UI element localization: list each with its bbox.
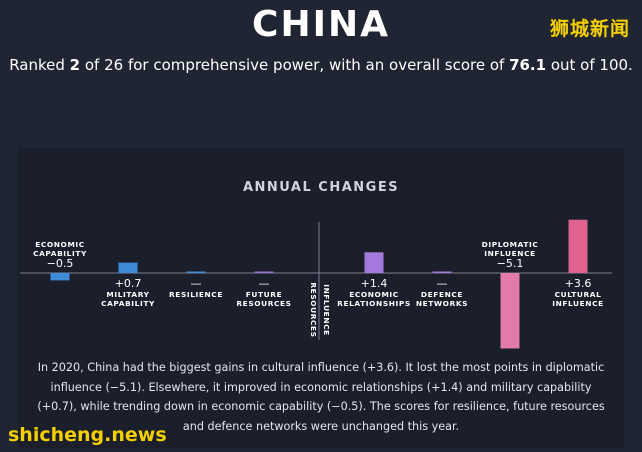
subtitle-post: out of 100.	[546, 56, 633, 74]
category-label-4-0: ECONOMIC	[349, 290, 399, 299]
watermark-top: 狮城新闻	[549, 18, 630, 40]
value-label-6: −5.1	[497, 257, 524, 270]
group-label-1: INFLUENCE	[322, 284, 331, 336]
bar-3	[254, 271, 274, 273]
value-label-5: —	[437, 277, 448, 290]
bar-1	[118, 262, 138, 273]
chart-panel	[18, 148, 624, 448]
value-label-3: —	[259, 277, 270, 290]
subtitle-pre: Ranked	[9, 56, 70, 74]
category-label-1-1: CAPABILITY	[101, 299, 155, 308]
category-label-2-0: RESILIENCE	[169, 290, 223, 299]
category-label-4-1: RELATIONSHIPS	[337, 299, 411, 308]
subtitle-mid: of 26 for comprehensive power, with an o…	[80, 56, 510, 74]
category-label-6-1: INFLUENCE	[484, 249, 536, 258]
rank-value: 2	[69, 56, 81, 74]
score-value: 76.1	[509, 56, 547, 74]
bar-2	[186, 271, 206, 273]
value-label-0: −0.5	[47, 257, 74, 270]
bar-0	[50, 273, 70, 281]
category-label-5-1: NETWORKS	[416, 299, 468, 308]
category-label-0-1: CAPABILITY	[33, 249, 87, 258]
value-label-4: +1.4	[361, 277, 388, 290]
value-label-1: +0.7	[115, 277, 142, 290]
category-label-5-0: DEFENCE	[421, 290, 463, 299]
value-label-7: +3.6	[565, 277, 592, 290]
category-label-1-0: MILITARY	[106, 290, 149, 299]
category-label-3-0: FUTURE	[246, 290, 282, 299]
category-label-0-0: ECONOMIC	[35, 240, 85, 249]
value-label-2: —	[191, 277, 202, 290]
chart-title: ANNUAL CHANGES	[242, 180, 400, 195]
watermark-bottom: shicheng.news	[8, 424, 167, 446]
bar-5	[432, 271, 452, 273]
bar-7	[568, 219, 588, 273]
category-label-3-1: RESOURCES	[236, 299, 291, 308]
category-label-6-0: DIPLOMATIC	[482, 240, 539, 249]
bar-4	[364, 252, 384, 273]
chart-caption: In 2020, China had the biggest gains in …	[37, 361, 605, 433]
category-label-7-1: INFLUENCE	[552, 299, 604, 308]
bar-6	[500, 273, 520, 349]
page-title: CHINA	[252, 4, 390, 45]
subtitle: Ranked 2 of 26 for comprehensive power, …	[0, 56, 642, 74]
group-label-0: RESOURCES	[309, 282, 318, 337]
category-label-7-0: CULTURAL	[555, 290, 602, 299]
